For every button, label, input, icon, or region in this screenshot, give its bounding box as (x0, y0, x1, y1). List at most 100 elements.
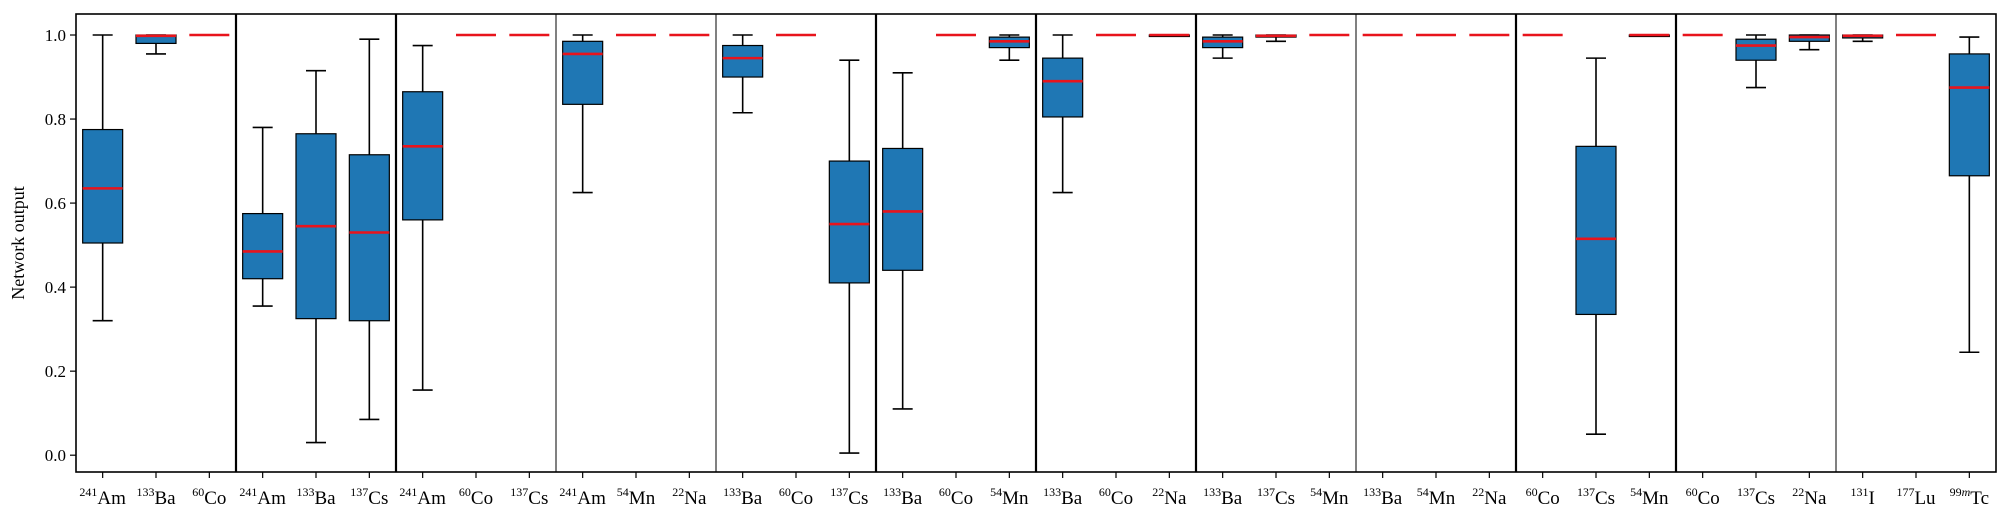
x-tick-label: 241Am (239, 485, 286, 509)
isotope-mass-number: 133 (883, 485, 901, 499)
box-133-Ba (1042, 34, 1084, 194)
element-symbol: Ba (1381, 488, 1403, 509)
y-axis: 0.0 0.2 0.4 0.6 0.8 1.0 (45, 26, 76, 465)
plot-frame (75, 13, 1997, 473)
isotope-mass-number: 133 (1043, 485, 1061, 499)
boxes-layer (82, 33, 1990, 454)
box-137-Cs (828, 59, 870, 454)
x-tick-label: 22Na (1792, 485, 1827, 509)
isotope-mass-number: 133 (1203, 485, 1221, 499)
y-tick-label: 0.6 (45, 194, 66, 213)
element-symbol: Cs (1595, 488, 1615, 509)
isotope-mass-number: 241 (559, 485, 577, 499)
isotope-mass-number: 99m (1950, 485, 1971, 499)
box-body (1575, 145, 1617, 316)
box-133-Ba (135, 34, 177, 55)
element-symbol: Na (1484, 488, 1507, 509)
isotope-mass-number: 137 (1257, 485, 1275, 499)
isotope-mass-number: 137 (350, 485, 368, 499)
isotope-mass-number: 22 (1472, 485, 1484, 499)
box-137-Cs (1575, 57, 1617, 435)
x-tick-label: 60Co (939, 485, 973, 509)
isotope-mass-number: 22 (1792, 485, 1804, 499)
x-tick-label: 54Mn (617, 485, 656, 509)
element-symbol: Mn (1322, 488, 1349, 509)
isotope-mass-number: 137 (830, 485, 848, 499)
element-symbol: Ba (1061, 488, 1083, 509)
x-tick-label: 22Na (1152, 485, 1187, 509)
x-tick-label: 137Cs (510, 485, 548, 509)
box-body (82, 128, 124, 244)
x-tick-label: 137Cs (1257, 485, 1295, 509)
box-137-Cs (1255, 34, 1297, 43)
element-symbol: Co (791, 488, 813, 509)
x-tick-label: 133Ba (1043, 485, 1083, 509)
box-22-Na (1148, 33, 1190, 38)
box-body (562, 40, 604, 105)
x-tick-label: 137Cs (1737, 485, 1775, 509)
element-symbol: Co (204, 488, 226, 509)
x-tick-label: 99mTc (1950, 485, 1989, 509)
x-tick-label: 133Ba (883, 485, 923, 509)
element-symbol: Ba (1221, 488, 1243, 509)
x-tick-label: 54Mn (1310, 485, 1349, 509)
element-symbol: Mn (1002, 488, 1029, 509)
element-symbol: Mn (1429, 488, 1456, 509)
y-tick-label: 1.0 (45, 26, 66, 45)
element-symbol: Ba (741, 488, 763, 509)
element-symbol: Na (1804, 488, 1827, 509)
element-symbol: Am (97, 488, 126, 509)
group-separators (234, 14, 1837, 472)
isotope-mass-number: 60 (1099, 485, 1111, 499)
isotope-mass-number: 137 (1577, 485, 1595, 499)
x-tick-label: 22Na (672, 485, 707, 509)
isotope-mass-number: 54 (990, 485, 1002, 499)
element-symbol: Tc (1970, 488, 1989, 509)
isotope-mass-number: 131 (1851, 485, 1869, 499)
isotope-mass-number: 60 (939, 485, 951, 499)
element-symbol: Ba (154, 488, 176, 509)
element-symbol: Ba (901, 488, 923, 509)
isotope-mass-number: 133 (296, 485, 314, 499)
x-tick-label: 241Am (559, 485, 606, 509)
isotope-mass-number: 241 (399, 485, 417, 499)
x-axis: 241Am 133Ba 60Co 241Am 133Ba 137Cs 241Am 60Co 13… (79, 472, 1989, 509)
isotope-mass-number: 54 (1417, 485, 1429, 499)
box-133-Ba (1202, 34, 1244, 59)
box-body (1948, 53, 1990, 177)
element-symbol: Co (1538, 488, 1560, 509)
element-symbol: Cs (848, 488, 868, 509)
isotope-mass-number: 22 (1152, 485, 1164, 499)
x-tick-label: 60Co (779, 485, 813, 509)
isotope-mass-number: 137 (1737, 485, 1755, 499)
x-tick-label: 60Co (1686, 485, 1720, 509)
box-body (1735, 38, 1777, 61)
box-body (882, 147, 924, 271)
x-tick-label: 60Co (459, 485, 493, 509)
isotope-mass-number: 60 (1526, 485, 1538, 499)
x-tick-label: 137Cs (350, 485, 388, 509)
x-tick-label: 60Co (1526, 485, 1560, 509)
x-tick-label: 177Lu (1896, 485, 1936, 509)
box-241-Am (242, 126, 284, 307)
isotope-mass-number: 54 (617, 485, 629, 499)
x-tick-label: 133Ba (1203, 485, 1243, 509)
x-tick-label: 133Ba (723, 485, 763, 509)
box-54-Mn (1628, 33, 1670, 38)
element-symbol: I (1869, 488, 1875, 509)
element-symbol: Ba (314, 488, 336, 509)
element-symbol: Am (417, 488, 446, 509)
isotope-mass-number: 60 (192, 485, 204, 499)
box-131-I (1842, 34, 1884, 43)
box-137-Cs (1735, 34, 1777, 89)
x-tick-label: 137Cs (1577, 485, 1615, 509)
y-tick-label: 0.8 (45, 110, 66, 129)
element-symbol: Mn (1642, 488, 1669, 509)
element-symbol: Am (577, 488, 606, 509)
element-symbol: Lu (1914, 488, 1936, 509)
element-symbol: Cs (368, 488, 388, 509)
isotope-mass-number: 60 (1686, 485, 1698, 499)
box-22-Na (1788, 34, 1830, 51)
